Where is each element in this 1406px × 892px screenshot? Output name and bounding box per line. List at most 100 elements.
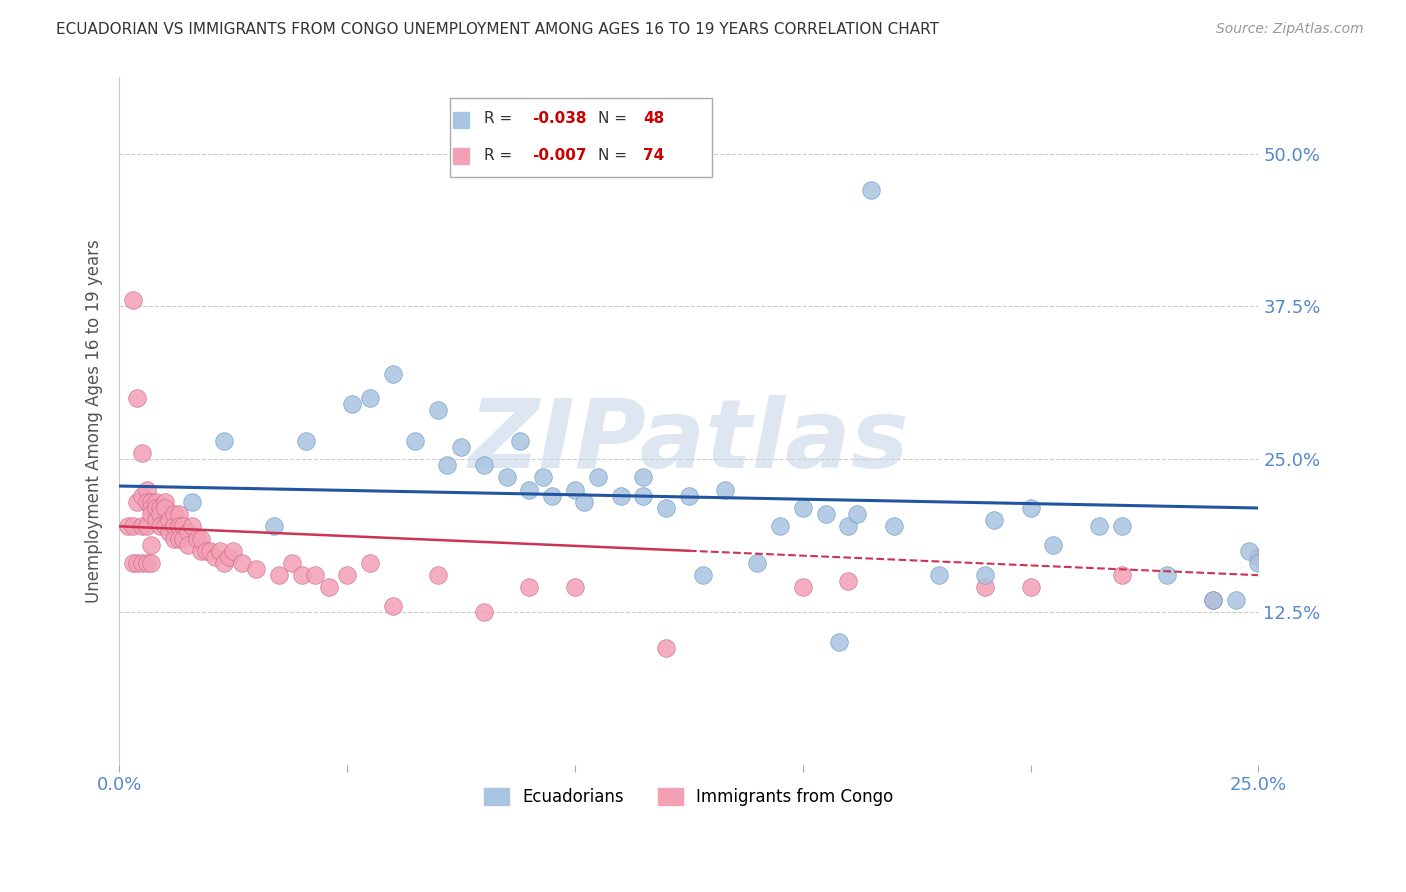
Point	[122, 556, 145, 570]
Text: 48: 48	[644, 112, 665, 126]
Point	[472, 458, 495, 473]
Point	[714, 483, 737, 497]
Point	[290, 568, 312, 582]
Point	[172, 519, 194, 533]
Point	[837, 574, 859, 589]
Point	[208, 543, 231, 558]
Point	[655, 501, 678, 516]
Point	[769, 519, 792, 533]
FancyBboxPatch shape	[450, 98, 711, 178]
Point	[655, 641, 678, 656]
Point	[1088, 519, 1111, 533]
Text: R =: R =	[484, 147, 517, 162]
Point	[131, 519, 153, 533]
Point	[163, 507, 186, 521]
Text: Source: ZipAtlas.com: Source: ZipAtlas.com	[1216, 22, 1364, 37]
Point	[1111, 519, 1133, 533]
Point	[678, 489, 700, 503]
Point	[149, 507, 172, 521]
Point	[141, 507, 163, 521]
Point	[157, 525, 180, 540]
Point	[531, 470, 554, 484]
Point	[1225, 592, 1247, 607]
Point	[218, 549, 240, 564]
Point	[200, 543, 222, 558]
Point	[336, 568, 359, 582]
Point	[974, 568, 997, 582]
Text: N =: N =	[598, 147, 631, 162]
Point	[263, 519, 285, 533]
Point	[564, 581, 586, 595]
Y-axis label: Unemployment Among Ages 16 to 19 years: Unemployment Among Ages 16 to 19 years	[86, 239, 103, 603]
Point	[186, 532, 208, 546]
Text: ZIPatlas: ZIPatlas	[468, 395, 910, 488]
Point	[318, 581, 340, 595]
Point	[135, 519, 157, 533]
Text: N =: N =	[598, 112, 631, 126]
Point	[509, 434, 531, 448]
Point	[153, 519, 176, 533]
Point	[135, 483, 157, 497]
Point	[792, 581, 814, 595]
Point	[828, 635, 851, 649]
Point	[340, 397, 363, 411]
Point	[983, 513, 1005, 527]
Point	[167, 532, 190, 546]
Point	[281, 556, 304, 570]
Point	[519, 581, 541, 595]
Point	[814, 507, 837, 521]
Point	[212, 434, 235, 448]
Point	[541, 489, 564, 503]
Text: -0.007: -0.007	[531, 147, 586, 162]
Point	[141, 495, 163, 509]
Point	[122, 519, 145, 533]
Point	[381, 599, 404, 613]
Point	[1042, 538, 1064, 552]
Point	[135, 495, 157, 509]
Point	[222, 543, 245, 558]
Point	[141, 538, 163, 552]
Point	[846, 507, 869, 521]
Point	[427, 568, 450, 582]
Point	[122, 293, 145, 308]
Point	[176, 525, 198, 540]
Point	[860, 183, 883, 197]
Point	[359, 391, 381, 405]
Point	[190, 543, 212, 558]
Point	[436, 458, 458, 473]
Point	[204, 549, 226, 564]
Point	[1019, 581, 1042, 595]
Point	[181, 495, 204, 509]
Point	[153, 501, 176, 516]
Point	[495, 470, 517, 484]
Point	[167, 519, 190, 533]
Point	[131, 489, 153, 503]
Point	[974, 581, 997, 595]
Point	[381, 367, 404, 381]
Point	[572, 495, 595, 509]
Point	[245, 562, 267, 576]
Point	[149, 501, 172, 516]
Point	[127, 495, 149, 509]
Point	[267, 568, 290, 582]
Text: ECUADORIAN VS IMMIGRANTS FROM CONGO UNEMPLOYMENT AMONG AGES 16 TO 19 YEARS CORRE: ECUADORIAN VS IMMIGRANTS FROM CONGO UNEM…	[56, 22, 939, 37]
Point	[792, 501, 814, 516]
Point	[145, 495, 167, 509]
Point	[519, 483, 541, 497]
Point	[163, 519, 186, 533]
Point	[231, 556, 253, 570]
Point	[127, 556, 149, 570]
Point	[450, 440, 472, 454]
Point	[167, 507, 190, 521]
Point	[304, 568, 326, 582]
Point	[1019, 501, 1042, 516]
Point	[1239, 543, 1261, 558]
Point	[163, 532, 186, 546]
Point	[127, 391, 149, 405]
Point	[609, 489, 631, 503]
Point	[117, 519, 139, 533]
Point	[472, 605, 495, 619]
Point	[1202, 592, 1225, 607]
Point	[883, 519, 905, 533]
Point	[157, 513, 180, 527]
